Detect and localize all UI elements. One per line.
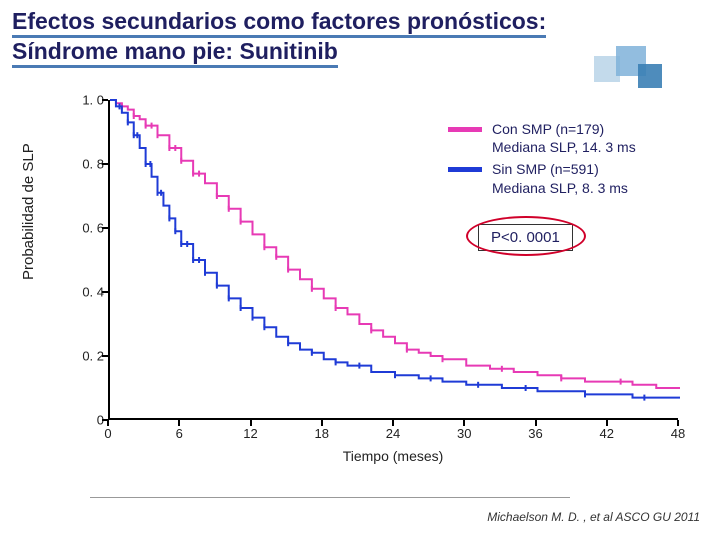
legend: Con SMP (n=179)Mediana SLP, 14. 3 ms Sin … — [448, 120, 636, 201]
y-tick-label: 0. 8 — [76, 157, 104, 172]
decorative-squares — [594, 46, 684, 96]
x-tick-label: 6 — [176, 426, 183, 441]
legend-entry-con-smp: Con SMP (n=179)Mediana SLP, 14. 3 ms — [448, 120, 636, 156]
footer-divider — [90, 497, 570, 498]
km-chart: Probabilidad de SLP Tiempo (meses) Con S… — [38, 100, 698, 480]
legend-swatch — [448, 167, 482, 172]
x-axis-label: Tiempo (meses) — [108, 448, 678, 464]
x-tick-label: 18 — [315, 426, 329, 441]
x-tick-label: 30 — [457, 426, 471, 441]
p-value-box: P<0. 0001 — [478, 224, 573, 251]
x-tick-label: 12 — [243, 426, 257, 441]
title-line-2: Síndrome mano pie: Sunitinib — [12, 38, 338, 68]
legend-entry-sin-smp: Sin SMP (n=591)Mediana SLP, 8. 3 ms — [448, 160, 636, 196]
y-tick-label: 0. 6 — [76, 221, 104, 236]
x-tick-label: 42 — [600, 426, 614, 441]
y-tick-label: 1. 0 — [76, 93, 104, 108]
legend-text: Sin SMP (n=591)Mediana SLP, 8. 3 ms — [492, 160, 628, 196]
y-tick-label: 0. 2 — [76, 349, 104, 364]
x-tick-label: 0 — [104, 426, 111, 441]
y-axis-label: Probabilidad de SLP — [20, 143, 37, 280]
legend-swatch — [448, 127, 482, 132]
y-tick-label: 0 — [76, 413, 104, 428]
y-tick-label: 0. 4 — [76, 285, 104, 300]
x-tick-label: 36 — [528, 426, 542, 441]
legend-text: Con SMP (n=179)Mediana SLP, 14. 3 ms — [492, 120, 636, 156]
citation: Michaelson M. D. , et al ASCO GU 2011 — [487, 510, 700, 524]
x-tick-label: 24 — [386, 426, 400, 441]
x-tick-label: 48 — [671, 426, 685, 441]
title-line-1: Efectos secundarios como factores pronós… — [12, 8, 546, 38]
